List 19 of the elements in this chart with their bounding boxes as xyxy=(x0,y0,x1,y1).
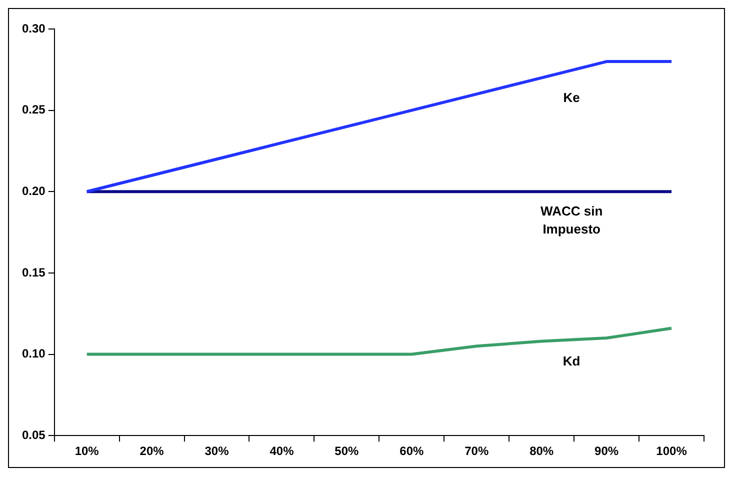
x-tick-label: 80% xyxy=(530,444,554,458)
x-tick-label: 30% xyxy=(204,444,230,458)
series-label: Ke xyxy=(563,90,580,105)
y-tick-label: 0.20 xyxy=(22,184,46,198)
x-tick-label: 90% xyxy=(594,444,619,458)
x-tick-label: 60% xyxy=(400,444,424,458)
series-label: Kd xyxy=(562,353,580,368)
y-tick-label: 0.05 xyxy=(22,428,46,442)
x-tick-label: 100% xyxy=(656,444,688,458)
y-tick-label: 0.15 xyxy=(22,265,46,280)
y-tick-label: 0.25 xyxy=(22,102,46,117)
series-label: WACC sin Impuesto xyxy=(540,204,603,237)
x-tick-label: 50% xyxy=(334,444,360,458)
x-tick-label: 10% xyxy=(74,444,100,458)
x-tick-label: 40% xyxy=(270,444,294,458)
y-tick-label: 0.10 xyxy=(22,346,46,361)
x-tick-label: 20% xyxy=(140,444,164,458)
y-tick-label: 0.30 xyxy=(22,21,46,36)
x-tick-label: 70% xyxy=(464,444,489,458)
